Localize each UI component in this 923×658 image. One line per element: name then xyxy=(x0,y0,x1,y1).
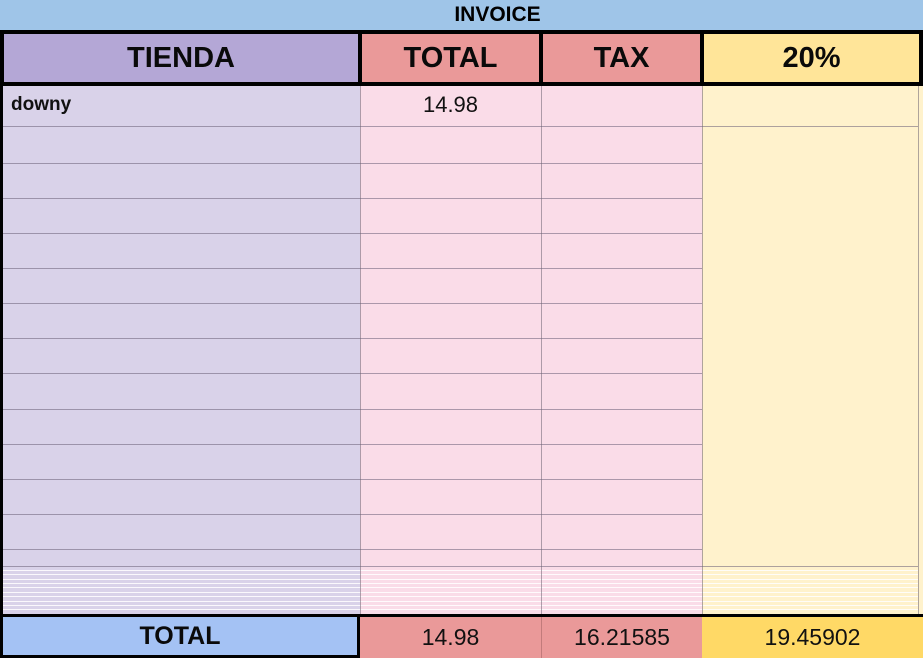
footer-pct-value[interactable]: 19.45902 xyxy=(702,617,923,658)
gridline xyxy=(3,338,702,340)
gridline xyxy=(3,268,702,270)
header-cell-tax[interactable]: TAX xyxy=(543,34,700,82)
header-cell-tienda[interactable]: TIENDA xyxy=(4,34,358,82)
gridline xyxy=(3,443,702,445)
footer-total-value[interactable]: 14.98 xyxy=(360,617,541,658)
gridline xyxy=(702,86,703,614)
gridline xyxy=(541,86,542,614)
gridline xyxy=(3,609,918,611)
cell-row-total[interactable]: 14.98 xyxy=(422,92,479,117)
gridline xyxy=(3,125,918,127)
gridline xyxy=(3,583,918,585)
gridline xyxy=(3,513,702,515)
gridline xyxy=(3,233,702,234)
footer-row: TOTAL 14.98 16.21585 19.45902 xyxy=(0,614,923,658)
header-cell-total[interactable]: TOTAL xyxy=(362,34,539,82)
footer-total-label[interactable]: TOTAL xyxy=(0,617,360,658)
merged-20pct-cell[interactable] xyxy=(702,86,923,614)
gridline xyxy=(3,549,702,550)
gridline xyxy=(3,604,918,606)
total-column-cells[interactable] xyxy=(360,86,541,614)
data-grid: downy 14.98 xyxy=(0,86,923,614)
tax-column-cells[interactable] xyxy=(541,86,702,614)
gridline xyxy=(3,408,702,410)
title-bar: INVOICE xyxy=(0,0,923,30)
gridline xyxy=(3,596,918,598)
invoice-title: INVOICE xyxy=(454,3,541,26)
gridline xyxy=(3,478,702,480)
header-cell-20pct[interactable]: 20% xyxy=(704,34,919,82)
gridline xyxy=(3,163,702,164)
gridline xyxy=(918,86,919,614)
gridline xyxy=(3,591,918,593)
gridline xyxy=(3,198,702,199)
tienda-column-cells[interactable] xyxy=(0,86,360,614)
gridline xyxy=(3,578,918,580)
gridline xyxy=(3,600,918,602)
gridline xyxy=(3,574,918,576)
header-row: TIENDA TOTAL TAX 20% xyxy=(0,30,923,86)
gridline xyxy=(3,570,918,572)
cell-store-name[interactable]: downy xyxy=(11,94,72,115)
gridline xyxy=(3,303,702,305)
gridline xyxy=(3,565,918,567)
gridline xyxy=(3,373,702,375)
gridline xyxy=(360,86,361,614)
footer-tax-value[interactable]: 16.21585 xyxy=(541,617,702,658)
gridline xyxy=(3,587,918,589)
